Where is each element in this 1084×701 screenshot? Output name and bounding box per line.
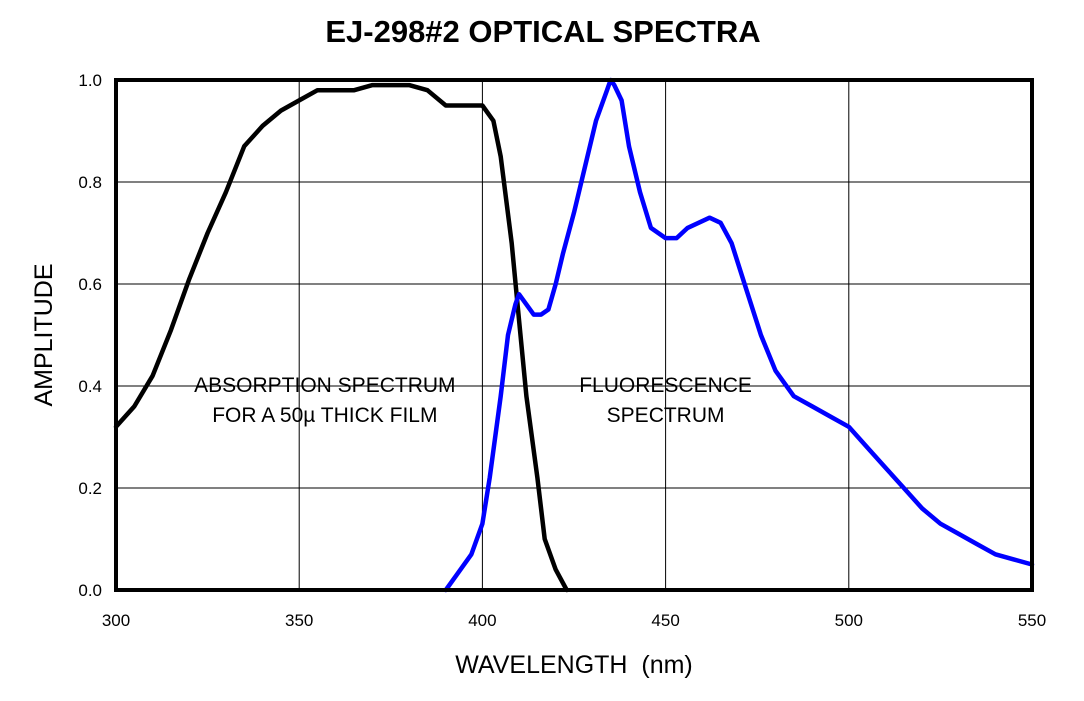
y-tick-label: 0.2	[78, 479, 102, 498]
annotation-text: FOR A 50µ THICK FILM	[212, 404, 437, 427]
tick-labels: 300 350 400 450 500 550 0.0 0.2 0.4 0.6 0.8 1.0	[78, 71, 1046, 630]
x-tick-label: 400	[468, 611, 496, 630]
plot-frame	[114, 78, 1034, 592]
y-tick-label: 0.6	[78, 275, 102, 294]
y-axis-label: AMPLITUDE	[30, 263, 58, 406]
annotation-text: SPECTRUM	[607, 404, 725, 427]
y-tick-label: 0.8	[78, 173, 102, 192]
series-line-absorption	[113, 82, 569, 593]
series-layer	[113, 77, 1035, 593]
chart-title: EJ-298#2 OPTICAL SPECTRA	[325, 14, 760, 49]
x-tick-label: 500	[835, 611, 863, 630]
x-axis-label: WAVELENGTH (nm)	[455, 651, 693, 679]
series-line-fluorescence	[443, 77, 1035, 593]
y-tick-label: 0.0	[78, 581, 102, 600]
y-tick-label: 1.0	[78, 71, 102, 90]
annotation-text: ABSORPTION SPECTRUM	[194, 374, 455, 397]
gridlines	[116, 80, 1032, 590]
x-tick-label: 350	[285, 611, 313, 630]
annotations: ABSORPTION SPECTRUM FOR A 50µ THICK FILM F…	[194, 374, 752, 427]
y-tick-label: 0.4	[78, 377, 102, 396]
x-tick-label: 300	[102, 611, 130, 630]
annotation-text: FLUORESCENCE	[579, 374, 752, 397]
x-tick-label: 550	[1018, 611, 1046, 630]
x-tick-label: 450	[651, 611, 679, 630]
